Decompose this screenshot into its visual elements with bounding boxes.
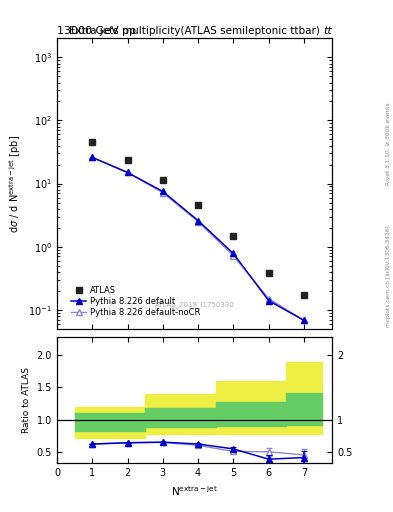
Line: Pythia 8.226 default-noCR: Pythia 8.226 default-noCR (89, 154, 307, 324)
Pythia 8.226 default-noCR (160, 189, 165, 196)
ATLAS (125, 157, 130, 163)
Pythia 8.226 default (196, 218, 200, 224)
Pythia 8.226 default (231, 250, 236, 257)
Text: Rivet 3.1.10, ≥ 300k events: Rivet 3.1.10, ≥ 300k events (386, 102, 391, 185)
Pythia 8.226 default (160, 188, 165, 195)
Text: ATLAS_2019_I1750330: ATLAS_2019_I1750330 (154, 302, 235, 308)
Y-axis label: Ratio to ATLAS: Ratio to ATLAS (22, 367, 31, 433)
ATLAS (231, 232, 236, 239)
Y-axis label: d$\sigma$ / d N$^{\rm extra-jet}$ [pb]: d$\sigma$ / d N$^{\rm extra-jet}$ [pb] (7, 135, 23, 232)
Pythia 8.226 default (301, 317, 306, 324)
Pythia 8.226 default-noCR (301, 317, 306, 324)
Pythia 8.226 default-noCR (125, 169, 130, 176)
ATLAS (196, 202, 200, 208)
ATLAS (266, 270, 271, 276)
Pythia 8.226 default (90, 154, 95, 160)
ATLAS (160, 177, 165, 183)
ATLAS (90, 139, 95, 145)
Pythia 8.226 default-noCR (90, 154, 95, 160)
Pythia 8.226 default (266, 297, 271, 304)
Line: ATLAS: ATLAS (89, 139, 307, 298)
Text: mcplots.cern.ch [arXiv:1306.3436]: mcplots.cern.ch [arXiv:1306.3436] (386, 226, 391, 327)
Text: 13000 GeV pp: 13000 GeV pp (57, 26, 136, 36)
Pythia 8.226 default-noCR (231, 252, 236, 259)
Legend: ATLAS, Pythia 8.226 default, Pythia 8.226 default-noCR: ATLAS, Pythia 8.226 default, Pythia 8.22… (70, 284, 202, 319)
Text: tt: tt (323, 26, 332, 36)
ATLAS (301, 292, 306, 298)
Line: Pythia 8.226 default: Pythia 8.226 default (89, 154, 307, 324)
Pythia 8.226 default (125, 169, 130, 176)
X-axis label: N$^{\rm extra-jet}$: N$^{\rm extra-jet}$ (171, 484, 218, 498)
Pythia 8.226 default-noCR (196, 219, 200, 225)
Title: Extra jets multiplicity(ATLAS semileptonic ttbar): Extra jets multiplicity(ATLAS semilepton… (69, 26, 320, 36)
Pythia 8.226 default-noCR (266, 295, 271, 302)
